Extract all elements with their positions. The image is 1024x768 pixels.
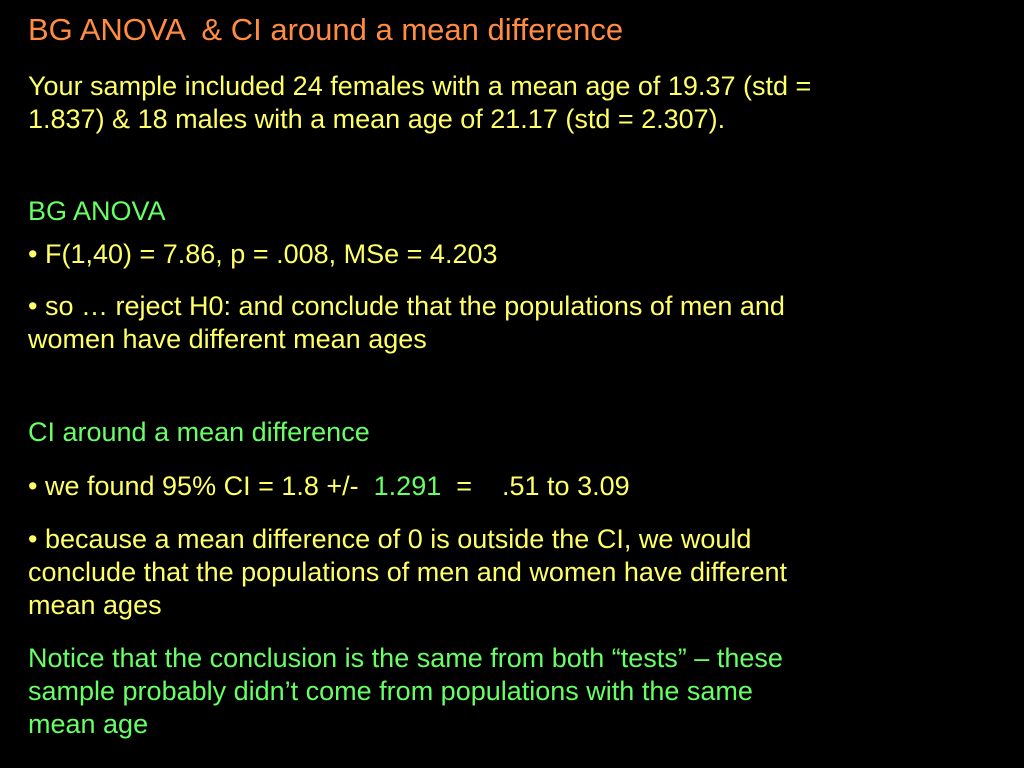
bullet-line: conclude that the populations of men and… <box>28 557 788 587</box>
bullet-line: mean ages <box>28 590 162 620</box>
bullet-line: • F(1,40) = 7.86, p = .008, MSe = 4.203 <box>28 239 498 269</box>
section-heading: CI around a mean difference <box>28 417 370 447</box>
bullet-line: women have different mean ages <box>28 324 427 354</box>
notice-line: Notice that the conclusion is the same f… <box>28 643 783 673</box>
highlight: 1.291 <box>373 471 442 501</box>
text: • we found 95% CI = 1.8 +/- <box>28 471 374 501</box>
bullet-line: • because a mean difference of 0 is outs… <box>28 524 752 554</box>
slide-title: BG ANOVA & CI around a mean difference <box>28 12 624 47</box>
notice-line: mean age <box>28 709 149 739</box>
intro-line: 1.837) & 18 males with a mean age of 21.… <box>28 104 726 134</box>
text: = .51 to 3.09 <box>441 471 630 501</box>
intro-line: Your sample included 24 females with a m… <box>28 71 812 101</box>
bullet-line: • we found 95% CI = 1.8 +/- 1.291 = .51 … <box>28 470 630 503</box>
bullet-line: • so … reject H0: and conclude that the … <box>28 291 785 321</box>
section-heading: BG ANOVA <box>28 196 166 226</box>
notice-line: sample probably didn’t come from populat… <box>28 676 753 706</box>
